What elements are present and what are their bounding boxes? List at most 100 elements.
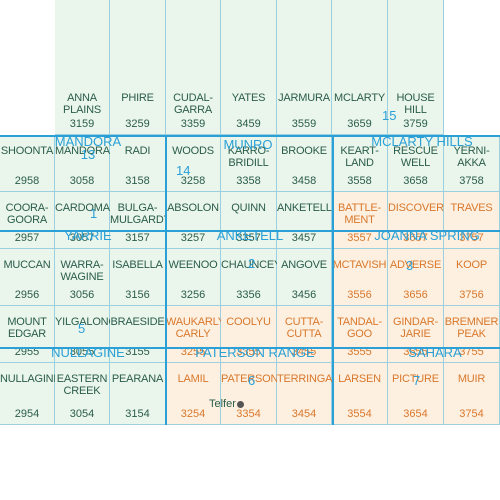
cell-name: RADI	[124, 145, 151, 157]
map-sheet-cell[interactable]: BREMNER PEAK 3755	[444, 306, 500, 363]
sheet-label: MCLARTY HILLS 15	[362, 109, 482, 148]
map-sheet-cell[interactable]: COOLYU 3355	[221, 306, 277, 363]
map-sheet-cell[interactable]: PHIRE 3259	[110, 0, 166, 135]
map-sheet-cell[interactable]: TERRINGA 3454	[277, 363, 332, 425]
cell-number: 3757	[459, 232, 484, 244]
map-sheet-cell[interactable]: RADI 3158	[110, 135, 166, 192]
map-sheet-cell[interactable]: WOODS 3258	[166, 135, 221, 192]
sheet-name: MANDORA	[54, 134, 122, 149]
cell-name: BATTLE- MENT	[337, 202, 381, 226]
cell-name: YILGALONG	[55, 316, 117, 328]
sheet-label: NULLAGINE 5	[38, 322, 138, 359]
cell-number: 3259	[125, 118, 150, 130]
cell-name: EASTERN CREEK	[56, 373, 108, 397]
map-sheet-cell[interactable]: LAMIL 3254	[166, 363, 221, 425]
map-sheet-cell[interactable]: HOUSE HILL 3759	[388, 0, 444, 135]
cell-name: ISABELLA	[112, 259, 163, 271]
map-sheet-cell[interactable]: WAUKARLY- CARLY 3255	[166, 306, 228, 363]
map-sheet-cell[interactable]: LARSEN 3554	[332, 363, 388, 425]
map-sheet-cell[interactable]: MUIR 3754	[444, 363, 500, 425]
cell-name: ANKETELL	[277, 202, 332, 214]
sheet-number: 5	[78, 321, 86, 336]
map-sheet-cell[interactable]: CUDAL- GARRA 3359	[166, 0, 221, 135]
map-sheet-cell[interactable]: PEARANA 3154	[110, 363, 166, 425]
map-sheet-cell[interactable]: ISABELLA 3156	[110, 249, 166, 306]
map-sheet-cell[interactable]: KOOP 3756	[444, 249, 500, 306]
map-sheet-cell[interactable]: MCTAVISH 3556	[332, 249, 388, 306]
map-sheet-cell[interactable]: YILGALONG 3055	[55, 306, 117, 363]
sheet-boundary	[332, 135, 334, 425]
cell-name: JARMURA	[278, 92, 330, 104]
cell-name: HOUSE HILL	[396, 92, 435, 116]
map-sheet-cell[interactable]: MOUNT EDGAR 2955	[0, 306, 55, 363]
map-sheet-cell[interactable]: EASTERN CREEK 3054	[55, 363, 110, 425]
map-sheet-cell[interactable]: KEART- LAND 3558	[332, 135, 388, 192]
map-sheet-cell[interactable]: ABSOLON 3257	[166, 192, 221, 249]
cell-number: 3254	[180, 408, 206, 420]
map-sheet-cell[interactable]: CARDOMA 3057	[55, 192, 110, 249]
map-sheet-cell[interactable]: TANDAL- GOO 3555	[332, 306, 388, 363]
map-sheet-cell[interactable]: PATERSON 3354	[221, 363, 279, 425]
cell-name: WEENOO	[168, 259, 218, 271]
cell-name: ANGOVE	[281, 259, 327, 271]
cell-name: LARSEN	[338, 373, 381, 385]
cell-number: 3457	[291, 232, 317, 244]
cell-number: 3454	[291, 408, 317, 420]
map-sheet-cell[interactable]: YERNI- AKKA 3758	[444, 135, 500, 192]
map-sheet-cell[interactable]: KARRO- BRIDILL 3358	[221, 135, 277, 192]
map-sheet-cell[interactable]: COORA- GOORA 2957	[0, 192, 55, 249]
cell-name: NULLAGINE	[0, 373, 61, 385]
map-sheet-cell[interactable]: NULLAGINE 2954	[0, 363, 61, 425]
cell-name: MOUNT EDGAR	[7, 316, 47, 340]
sheet-number: 7	[413, 373, 421, 388]
cell-name: ANNA PLAINS	[63, 92, 101, 116]
map-sheet-cell[interactable]: BROOKE 3458	[277, 135, 332, 192]
map-sheet-cell[interactable]: ANGOVE 3456	[277, 249, 332, 306]
map-sheet-cell[interactable]: ANNA PLAINS 3159	[55, 0, 110, 135]
cell-name: COOLYU	[226, 316, 271, 328]
cell-name: BRAESIDE	[110, 316, 165, 328]
map-sheet-cell[interactable]: TRAVES 3757	[444, 192, 500, 249]
sheet-boundary	[165, 135, 167, 425]
map-sheet-cell[interactable]: QUINN 3357	[221, 192, 277, 249]
map-sheet-cell[interactable]: ADVERSE 3656	[388, 249, 444, 306]
sheet-name: PATERSON RANGE	[195, 345, 315, 360]
cell-name: YATES	[231, 92, 266, 104]
cell-number: 2955	[14, 346, 40, 358]
map-sheet-cell[interactable]: YATES 3459	[221, 0, 277, 135]
sheet-name: YARRIE	[64, 228, 112, 243]
map-sheet-cell[interactable]: MCLARTY 3659	[332, 0, 388, 135]
sheet-number: 15	[382, 108, 397, 123]
cell-name: ABSOLON	[167, 202, 219, 214]
cell-name: MANDORA	[55, 145, 110, 157]
map-sheet-cell[interactable]: CHAUNCEY 3356	[221, 249, 281, 306]
map-sheet-cell[interactable]: ANKETELL 3457	[277, 192, 332, 249]
cell-number: 3056	[69, 289, 95, 301]
map-sheet-cell[interactable]: WARRA- WAGINE 3056	[55, 249, 110, 306]
map-sheet-cell[interactable]: DISCOVERY 3657	[388, 192, 451, 249]
cell-number: 3357	[236, 232, 261, 244]
cell-name: TRAVES	[450, 202, 493, 214]
map-sheet-cell[interactable]: PICTURE 3654	[388, 363, 444, 425]
cell-name: CUDAL- GARRA	[173, 92, 213, 116]
cell-number: 3055	[69, 346, 95, 358]
map-sheet-cell[interactable]: BATTLE- MENT 3557	[332, 192, 388, 249]
map-sheet-cell[interactable]: MANDORA 3058	[55, 135, 110, 192]
sheet-label: MUNRO 14	[176, 138, 288, 177]
map-sheet-cell[interactable]: SHOONTA 2958	[0, 135, 55, 192]
cell-name: WOODS	[172, 145, 214, 157]
sheet-label: MANDORA 13	[48, 135, 128, 161]
map-sheet-cell[interactable]: CUTTA- CUTTA 3455	[277, 306, 332, 363]
sheet-name: JOANNA SPRING	[374, 228, 480, 243]
cell-name: PATERSON	[221, 373, 279, 385]
map-sheet-cell[interactable]: GINDAR- JARIE 3655	[388, 306, 444, 363]
map-sheet-cell[interactable]: MUCCAN 2956	[0, 249, 55, 306]
cell-number: 3455	[291, 346, 317, 358]
sheet-label: JOANNA SPRING 3	[362, 228, 492, 272]
cell-number: 3554	[347, 408, 372, 420]
map-sheet-cell[interactable]: RESCUE WELL 3658	[388, 135, 444, 192]
map-sheet-cell[interactable]: JARMURA 3559	[277, 0, 332, 135]
cell-number: 3655	[403, 346, 428, 358]
cell-number: 2957	[14, 232, 40, 244]
map-sheet-cell[interactable]: WEENOO 3256	[166, 249, 221, 306]
